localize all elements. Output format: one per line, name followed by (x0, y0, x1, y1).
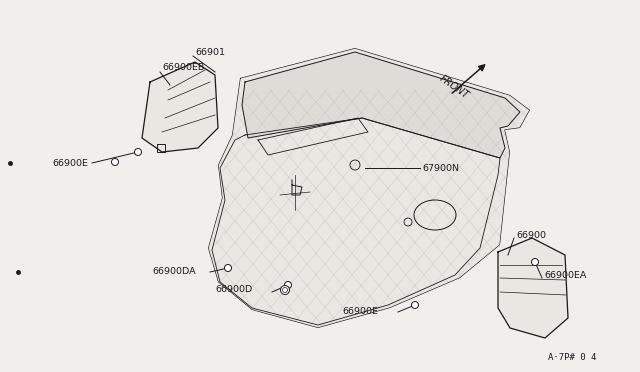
Polygon shape (242, 52, 520, 158)
Text: 66900E: 66900E (52, 158, 88, 167)
Circle shape (225, 264, 232, 272)
Polygon shape (498, 238, 568, 338)
Circle shape (282, 288, 287, 292)
Text: 67900N: 67900N (422, 164, 459, 173)
Text: 66900E: 66900E (342, 308, 378, 317)
Text: 66900DA: 66900DA (152, 267, 196, 276)
Text: 66900EB: 66900EB (162, 62, 204, 71)
Text: 66901: 66901 (195, 48, 225, 57)
Polygon shape (142, 62, 218, 152)
Circle shape (412, 301, 419, 308)
Polygon shape (208, 48, 530, 328)
Text: 66900EA: 66900EA (544, 270, 586, 279)
Circle shape (285, 282, 291, 289)
Text: A·7P# 0 4: A·7P# 0 4 (548, 353, 596, 362)
Text: FRONT: FRONT (438, 74, 471, 101)
Circle shape (134, 148, 141, 155)
Polygon shape (208, 48, 530, 328)
Circle shape (531, 259, 538, 266)
Text: 66900: 66900 (516, 231, 546, 240)
Circle shape (111, 158, 118, 166)
Text: 66900D: 66900D (215, 285, 252, 295)
Circle shape (280, 285, 289, 295)
